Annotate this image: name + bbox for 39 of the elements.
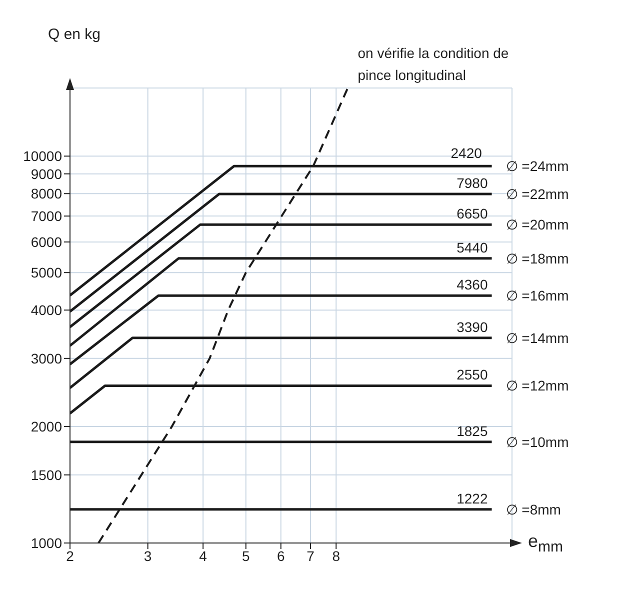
series-label: ∅ =12mm [506,378,569,394]
data-label: 1825 [456,422,488,439]
y-tick-label: 2000 [30,418,62,435]
series-label: ∅ =22mm [506,186,569,202]
annotation: on vérifie la condition de pince longitudinal [358,45,509,83]
annotation: 2420 [450,145,482,162]
data-label: 1222 [456,490,488,506]
data-label: 4360 [456,276,488,293]
y-tick-label: 6000 [30,234,62,250]
data-label: 2550 [456,366,488,383]
data-label: 3390 [456,318,488,335]
x-tick-label: 4 [199,548,208,564]
x-tick-label: 7 [306,548,315,564]
y-tick-label: 10000 [23,148,62,164]
series-label: ∅ =14mm [506,330,569,346]
series-label: ∅ =10mm [506,434,569,450]
data-label: 6650 [456,206,488,222]
y-tick-label: 7000 [30,208,62,224]
x-tick-label: 8 [332,548,340,564]
x-tick-label: 6 [276,548,285,564]
y-tick-label: 4000 [30,302,62,318]
y-tick-label: 1000 [30,534,62,551]
series-label: ∅ =8mm [506,501,561,518]
x-tick-label: 5 [242,548,250,564]
data-label: 5440 [456,239,488,256]
series-label: ∅ =24mm [506,158,569,174]
series-label: ∅ =20mm [506,216,569,233]
series-label: ∅ =18mm [506,250,569,266]
x-tick-label: 3 [144,548,152,564]
y-axis-title: Q en kg [48,26,101,43]
data-label: 7980 [456,175,488,192]
x-tick-label: 2 [66,548,74,564]
y-tick-label: 5000 [30,264,62,281]
y-tick-label: 8000 [30,186,62,202]
y-tick-label: 9000 [30,166,62,182]
y-tick-label: 3000 [30,350,62,366]
series-label: ∅ =16mm [506,288,569,304]
x-axis-title: e$_{mm}$ [528,531,564,556]
y-tick-label: 1500 [30,466,62,483]
